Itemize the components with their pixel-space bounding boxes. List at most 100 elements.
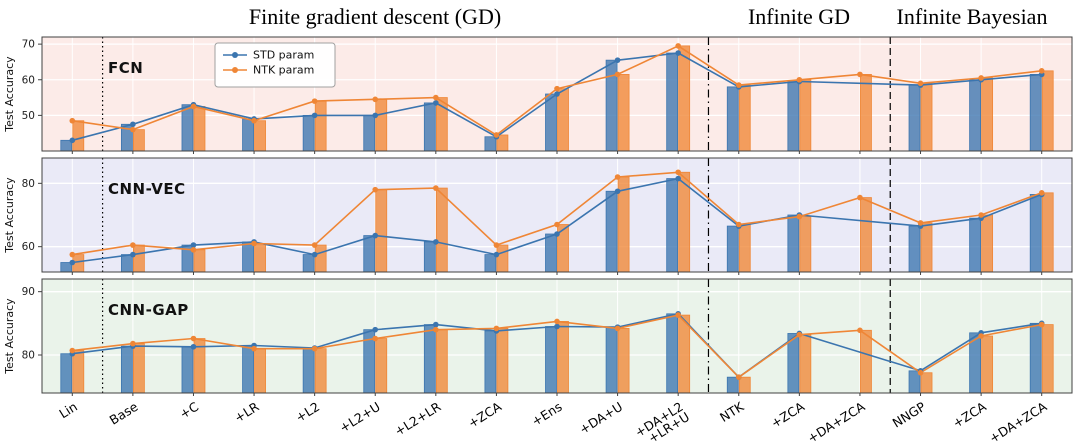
bar-ntk xyxy=(314,348,327,394)
y-tick-label: 50 xyxy=(22,110,35,122)
marker-ntk xyxy=(69,347,76,354)
marker-std xyxy=(614,188,621,195)
marker-std xyxy=(372,326,379,333)
panel-label: CNN-GAP xyxy=(108,301,189,319)
panel-label: FCN xyxy=(108,59,143,77)
x-tick-label: +L2 xyxy=(293,399,322,425)
x-tick-label: +DA+U xyxy=(576,399,625,437)
marker-std xyxy=(190,343,197,350)
marker-ntk xyxy=(614,174,621,180)
bar-ntk xyxy=(678,314,691,394)
bar-ntk xyxy=(981,214,994,273)
bar-ntk xyxy=(375,98,388,152)
y-axis-label: Test Accuracy xyxy=(3,177,16,254)
marker-ntk xyxy=(675,169,681,176)
legend-marker-std xyxy=(232,52,238,58)
legend-marker-ntk xyxy=(232,67,238,73)
bar-std xyxy=(545,233,557,273)
marker-ntk xyxy=(1038,68,1045,74)
x-tick-label: +L2+U xyxy=(337,399,383,436)
marker-std xyxy=(311,251,318,258)
bar-std xyxy=(605,190,618,273)
legend-label-ntk: NTK param xyxy=(253,64,314,77)
marker-ntk xyxy=(857,194,863,201)
marker-ntk xyxy=(735,82,742,88)
bar-ntk xyxy=(132,129,145,152)
marker-ntk xyxy=(433,326,439,333)
bar-ntk xyxy=(738,376,751,394)
bar-std xyxy=(242,345,254,394)
marker-ntk xyxy=(675,43,681,49)
bar-ntk xyxy=(920,82,933,152)
marker-std xyxy=(130,251,136,258)
marker-ntk xyxy=(190,335,197,342)
bar-std xyxy=(666,52,679,152)
marker-ntk xyxy=(917,220,924,226)
bar-std xyxy=(423,324,436,394)
marker-ntk xyxy=(311,242,318,248)
marker-ntk xyxy=(978,212,984,218)
marker-ntk xyxy=(978,75,984,81)
y-tick-label: 60 xyxy=(22,74,35,86)
marker-std xyxy=(675,50,681,56)
x-tick-label: Base xyxy=(107,399,141,428)
marker-ntk xyxy=(796,331,803,338)
marker-std xyxy=(614,57,621,63)
legend-box xyxy=(214,42,336,88)
bar-ntk xyxy=(1041,192,1054,273)
marker-ntk xyxy=(311,98,318,104)
series-line-std xyxy=(72,177,1042,264)
bar-std xyxy=(181,104,194,152)
bar-std xyxy=(363,114,376,152)
y-tick-label: 80 xyxy=(22,178,35,190)
x-tick-label: +DA+ZCA xyxy=(986,399,1049,446)
marker-std xyxy=(69,137,76,144)
bar-ntk xyxy=(617,74,630,152)
bar-std xyxy=(1029,194,1042,273)
bar-ntk xyxy=(799,216,812,273)
marker-std xyxy=(69,259,76,266)
bar-std xyxy=(484,330,497,394)
panel-cnn-vec: 60 80 Test Accuracy CNN-VEC xyxy=(3,157,1073,275)
bar-std xyxy=(1029,74,1042,152)
bar-ntk xyxy=(435,329,448,394)
marker-std xyxy=(311,112,318,119)
marker-ntk xyxy=(614,325,621,332)
marker-ntk xyxy=(675,312,681,318)
marker-std xyxy=(554,91,560,97)
x-tick-label: Lin xyxy=(56,399,80,421)
marker-std xyxy=(493,251,500,258)
bar-std xyxy=(120,345,133,394)
marker-std xyxy=(433,321,439,328)
bar-ntk xyxy=(860,197,872,273)
x-tick-label: +DA+ZCA xyxy=(805,399,868,446)
marker-ntk xyxy=(735,221,742,228)
marker-ntk xyxy=(372,96,379,103)
bar-std xyxy=(726,225,739,273)
y-tick-label: 60 xyxy=(22,241,35,253)
bar-ntk xyxy=(678,45,691,152)
marker-ntk xyxy=(554,318,560,325)
marker-ntk xyxy=(69,117,76,124)
bar-std xyxy=(242,118,254,152)
bar-std xyxy=(302,114,315,152)
marker-ntk xyxy=(1038,190,1045,196)
bar-std xyxy=(302,254,315,273)
marker-ntk xyxy=(372,335,379,342)
bar-ntk xyxy=(799,79,812,152)
bar-ntk xyxy=(860,74,872,152)
marker-ntk xyxy=(857,327,863,334)
y-axis-label: Test Accuracy xyxy=(3,56,16,133)
bar-ntk xyxy=(799,334,812,394)
bar-std xyxy=(484,254,497,273)
panel-fcn: 50 60 70 Test Accuracy FCN STD param NTK param xyxy=(3,36,1073,154)
bar-ntk xyxy=(132,244,145,273)
marker-std xyxy=(372,112,379,119)
marker-std xyxy=(372,232,379,239)
bar-ntk xyxy=(1041,324,1054,394)
bar-ntk xyxy=(72,350,85,394)
marker-ntk xyxy=(251,117,257,124)
bar-std xyxy=(363,235,376,273)
x-tick-label: +L2+LR xyxy=(392,399,444,439)
